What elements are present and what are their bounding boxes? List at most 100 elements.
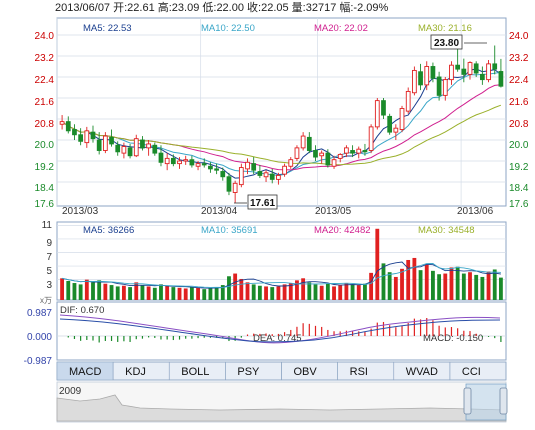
candle-body	[127, 147, 133, 157]
candle	[226, 172, 232, 196]
candle	[232, 180, 238, 203]
overview-right-handle[interactable]	[499, 387, 508, 415]
vol-ma5-line	[62, 261, 501, 289]
candle	[263, 170, 269, 182]
candle-body	[442, 79, 448, 96]
volume-bar	[251, 284, 256, 300]
candle-body	[381, 100, 386, 116]
macd-labels: DIF: 0.670 DEA: 0.745 MACD: -0.150	[60, 305, 483, 344]
overview-range-selector[interactable]	[465, 383, 507, 421]
volume-bar	[461, 273, 466, 300]
candle-body	[115, 144, 121, 153]
candle	[133, 134, 139, 158]
candle-body	[59, 121, 65, 125]
candle	[140, 136, 145, 151]
tab-label[interactable]: MACD	[69, 366, 101, 378]
candle	[96, 132, 102, 155]
candle-body	[72, 129, 77, 136]
tab-label[interactable]: BOLL	[181, 366, 209, 378]
candle-body	[418, 71, 423, 86]
volume-bar	[356, 285, 361, 300]
candle-body	[158, 152, 164, 163]
volume-bar	[276, 286, 281, 300]
tab-label[interactable]: CCI	[462, 366, 481, 378]
price-ytick: 18.4	[35, 183, 55, 194]
volume-bar	[78, 284, 83, 300]
candle-body	[195, 163, 201, 167]
price-ytick: 21.6	[35, 97, 55, 108]
price-yaxis-left: 24.0 23.2 22.4 21.6 20.8 20.0 19.2 18.4 …	[35, 31, 55, 210]
candle	[220, 167, 226, 181]
date-tick: 2013/04	[201, 206, 238, 217]
candle	[374, 98, 380, 130]
volume-bar	[492, 269, 497, 300]
volume-bar	[165, 285, 170, 300]
volume-bar	[177, 287, 182, 300]
volume-bar	[257, 285, 262, 300]
price-yaxis-right: 24.0 23.2 22.4 21.6 20.8 20.0 19.2 18.4 …	[509, 31, 529, 210]
candle-body	[232, 182, 238, 193]
volume-bar	[128, 287, 132, 300]
volume-bar	[424, 264, 429, 300]
tab-label[interactable]: RSI	[350, 366, 368, 378]
date-tick: 2013/06	[457, 206, 494, 217]
candle-body	[152, 144, 158, 154]
vol-ytick: 7	[46, 252, 52, 263]
volume-bar	[84, 279, 89, 300]
candle	[65, 116, 71, 134]
candle-body	[387, 115, 393, 133]
candle-body	[201, 163, 207, 166]
candle	[177, 157, 182, 169]
overview-left-handle[interactable]	[463, 387, 472, 415]
volume-bar	[146, 286, 151, 300]
tab-label[interactable]: KDJ	[125, 366, 146, 378]
candle-body	[424, 66, 430, 86]
tab-label[interactable]: WVAD	[406, 366, 438, 378]
candle	[109, 129, 114, 147]
volume-bar	[369, 272, 374, 300]
macd-yaxis: 0.987 0.000 -0.987	[24, 308, 53, 367]
volume-bar	[393, 276, 398, 300]
volume-bar	[431, 270, 435, 300]
macd-panel-frame	[56, 301, 507, 361]
candle	[214, 163, 219, 175]
candle	[84, 126, 90, 148]
candle-body	[245, 161, 250, 170]
candle	[245, 158, 250, 175]
tab-cci[interactable]: CCI	[449, 361, 507, 381]
volume-bar	[319, 285, 324, 300]
vol-ma10-line	[62, 262, 501, 288]
candle-body	[238, 167, 244, 186]
candle	[282, 163, 287, 177]
date-tick: 2013/05	[315, 206, 352, 217]
candle	[412, 66, 417, 96]
vol-ytick: 11	[42, 220, 53, 231]
candle	[306, 132, 312, 154]
candle	[473, 61, 479, 77]
volume-bar	[66, 281, 71, 300]
volume-bar	[350, 284, 355, 300]
tab-macd[interactable]: MACD	[56, 361, 114, 381]
volume-bar	[97, 280, 102, 300]
macd-dea-label: DEA: 0.745	[253, 333, 302, 344]
volume-bar	[406, 259, 411, 300]
candle-body	[214, 168, 219, 171]
candle-body	[220, 171, 226, 178]
tab-label[interactable]: OBV	[294, 366, 318, 378]
volume-bar	[282, 284, 287, 300]
tab-background[interactable]	[449, 361, 507, 381]
candle-body	[356, 148, 362, 154]
candle-body	[170, 157, 176, 165]
volume-bar	[400, 268, 404, 300]
volume-bar	[344, 283, 349, 300]
candle-body	[449, 64, 454, 81]
macd-histogram	[67, 318, 502, 343]
macd-dif-label: DIF: 0.670	[60, 305, 104, 316]
volume-bar	[134, 282, 139, 300]
candle-body	[78, 134, 83, 142]
ma5-label: MA5: 22.53	[83, 23, 132, 34]
tab-label[interactable]: PSY	[237, 366, 260, 378]
volume-bar	[381, 263, 386, 300]
volume-bar	[375, 228, 380, 300]
